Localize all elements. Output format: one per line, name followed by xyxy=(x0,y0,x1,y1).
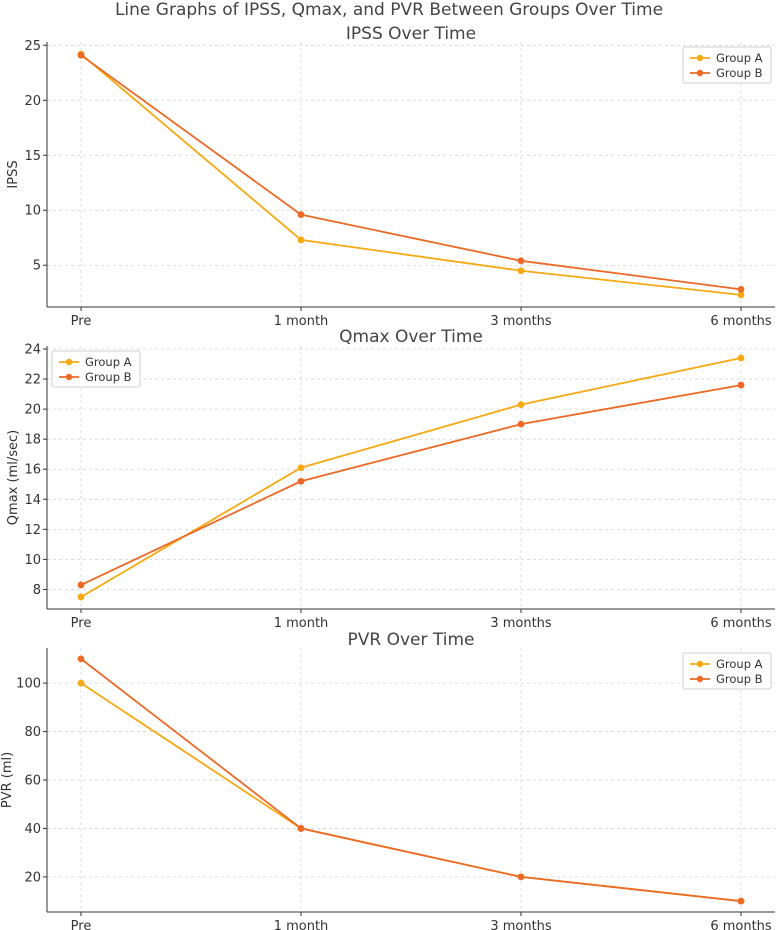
data-point xyxy=(297,211,305,219)
series-line-group-a xyxy=(80,682,742,902)
y-tick-label: 18 xyxy=(24,433,41,448)
legend-box xyxy=(682,46,772,84)
y-tick-label: 5 xyxy=(33,259,41,274)
data-point xyxy=(297,477,305,485)
x-tick-label: 6 months xyxy=(710,314,772,329)
legend-marker xyxy=(696,660,704,668)
y-tick-label: 40 xyxy=(24,822,41,837)
y-axis-label: IPSS xyxy=(6,160,21,188)
x-tick-label: 6 months xyxy=(710,616,772,631)
chart-title: PVR Over Time xyxy=(348,630,475,650)
data-point xyxy=(77,593,85,601)
y-tick-label: 14 xyxy=(24,493,41,508)
data-point xyxy=(517,267,525,275)
data-point xyxy=(77,679,85,687)
legend-label: Group B xyxy=(716,672,763,686)
legend-marker xyxy=(696,69,704,77)
y-tick-label: 60 xyxy=(24,774,41,789)
series-line-group-b xyxy=(80,658,742,902)
y-axis-label: PVR (ml) xyxy=(0,752,15,808)
chart-title: Qmax Over Time xyxy=(339,327,483,347)
data-point xyxy=(737,291,745,299)
y-tick-label: 25 xyxy=(24,39,41,54)
data-point xyxy=(77,655,85,663)
legend-marker xyxy=(65,358,73,366)
data-point xyxy=(737,286,745,293)
data-point xyxy=(77,581,85,589)
x-tick-label: 1 month xyxy=(274,616,329,631)
y-tick-label: 10 xyxy=(24,553,41,568)
legend-box xyxy=(682,652,772,690)
x-tick-label: Pre xyxy=(71,616,92,631)
data-point xyxy=(517,420,525,428)
legend-label: Group A xyxy=(716,51,763,65)
data-point xyxy=(297,825,305,832)
y-tick-label: 12 xyxy=(24,523,41,538)
chart-panel-3: PVR Over Time 20 40 60 80 100 Pre 1 month 3 mont… xyxy=(0,630,775,930)
y-axis-label: Qmax (ml/sec) xyxy=(6,430,21,525)
y-tick-label: 20 xyxy=(24,403,41,418)
legend-label: Group A xyxy=(716,657,763,671)
chart-panel-1: IPSS Over Time 5 10 15 20 25 Pre 1 month 3 month… xyxy=(6,24,775,329)
y-tick-label: 24 xyxy=(24,343,41,358)
x-tick-label: 1 month xyxy=(274,919,329,930)
data-point xyxy=(77,51,85,59)
y-tick-label: 8 xyxy=(33,583,41,598)
legend-label: Group B xyxy=(85,370,132,384)
data-point xyxy=(517,257,525,265)
y-tick-label: 20 xyxy=(24,94,41,109)
series-line-group-b xyxy=(80,54,742,291)
legend-box xyxy=(51,350,141,388)
x-tick-label: Pre xyxy=(71,314,92,329)
data-point xyxy=(297,464,305,472)
y-tick-label: 20 xyxy=(24,870,41,885)
y-tick-label: 15 xyxy=(24,149,41,164)
x-tick-label: Pre xyxy=(71,919,92,930)
series-line-group-a xyxy=(80,53,742,296)
data-point xyxy=(737,381,745,389)
x-tick-label: 6 months xyxy=(710,919,772,930)
x-tick-label: 3 months xyxy=(490,919,552,930)
chart-title: IPSS Over Time xyxy=(346,24,476,44)
data-point xyxy=(517,401,525,409)
legend-marker xyxy=(696,54,704,62)
figure-title: Line Graphs of IPSS, Qmax, and PVR Betwe… xyxy=(114,0,664,20)
y-tick-label: 22 xyxy=(24,373,41,388)
x-tick-label: 3 months xyxy=(490,616,552,631)
legend-label: Group B xyxy=(716,66,763,80)
legend-marker xyxy=(65,373,73,381)
y-tick-label: 100 xyxy=(16,677,41,692)
y-tick-label: 80 xyxy=(24,725,41,740)
legend-marker xyxy=(696,675,704,683)
chart-panel-2: Qmax Over Time 8 10 12 14 16 18 20 22 24 Pre 1 mont… xyxy=(6,327,775,631)
data-point xyxy=(737,897,745,905)
data-point xyxy=(517,873,525,881)
data-point xyxy=(297,236,305,244)
data-point xyxy=(737,354,745,362)
y-tick-label: 10 xyxy=(24,204,41,219)
x-tick-label: 1 month xyxy=(274,314,329,329)
x-tick-label: 3 months xyxy=(490,314,552,329)
series-line-group-a xyxy=(80,357,742,598)
series-line-group-b xyxy=(80,384,742,586)
y-tick-label: 16 xyxy=(24,463,41,478)
legend-label: Group A xyxy=(85,355,132,369)
